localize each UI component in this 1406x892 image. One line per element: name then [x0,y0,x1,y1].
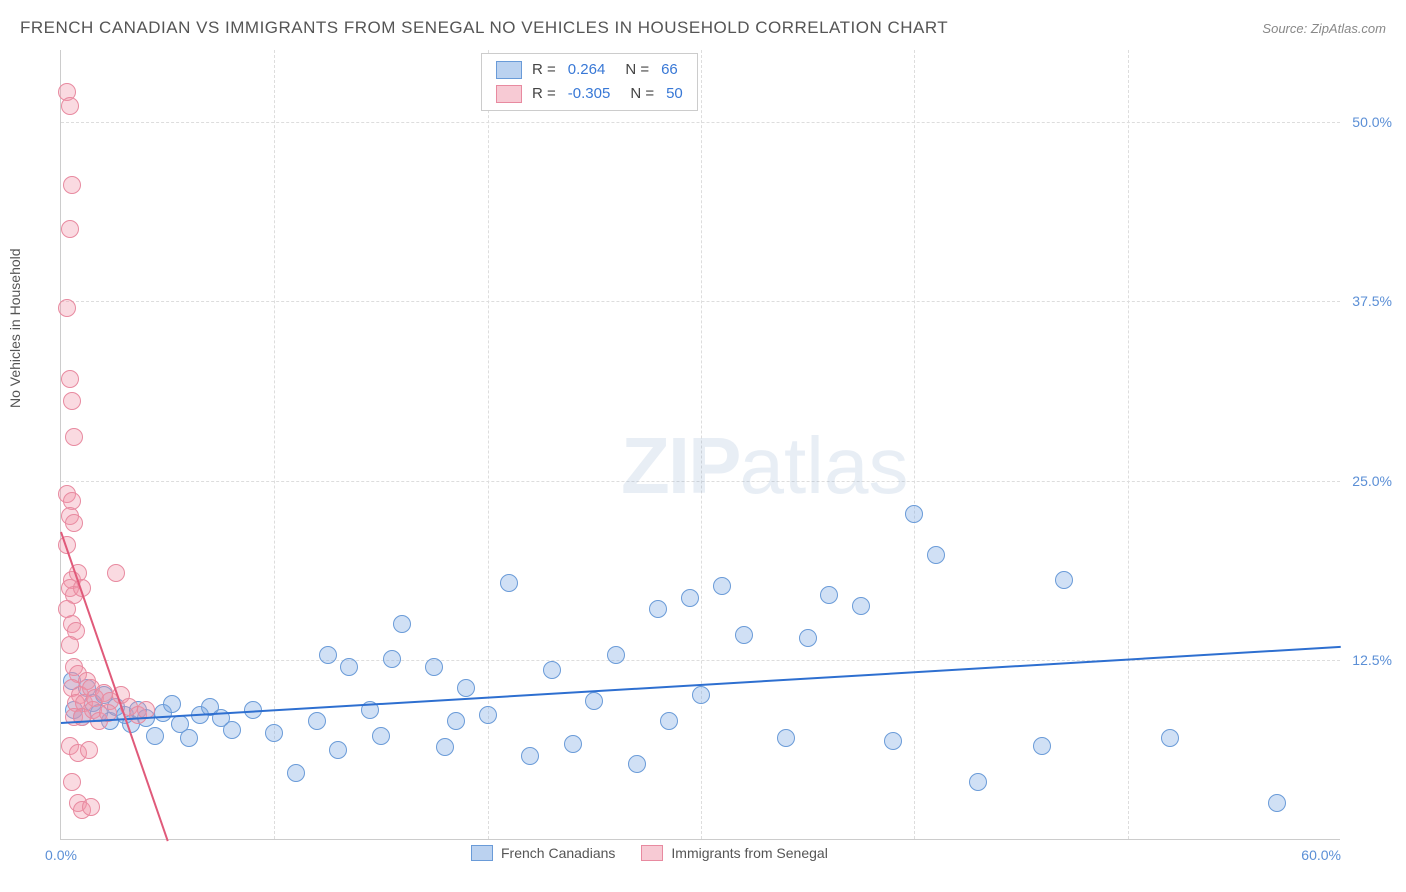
gridline-v [1128,50,1129,839]
data-point [660,712,678,730]
data-point [80,741,98,759]
data-point [969,773,987,791]
data-point [1033,737,1051,755]
data-point [564,735,582,753]
data-point [372,727,390,745]
data-point [329,741,347,759]
data-point [63,773,81,791]
swatch-blue [471,845,493,861]
chart-title: FRENCH CANADIAN VS IMMIGRANTS FROM SENEG… [20,18,948,38]
y-tick-label: 50.0% [1352,114,1392,130]
correlation-legend: R = 0.264 N = 66 R = -0.305 N = 50 [481,53,698,111]
source-value: ZipAtlas.com [1311,21,1386,36]
data-point [852,597,870,615]
data-point [63,392,81,410]
data-point [521,747,539,765]
data-point [287,764,305,782]
data-point [340,658,358,676]
data-point [543,661,561,679]
n-value-pink: 50 [666,82,683,106]
gridline-v [274,50,275,839]
correlation-row-pink: R = -0.305 N = 50 [496,82,683,106]
gridline-v [914,50,915,839]
legend-item-blue: French Canadians [471,845,615,861]
x-tick-label: 60.0% [1301,847,1341,863]
n-value-blue: 66 [661,58,678,82]
data-point [884,732,902,750]
watermark-zip: ZIP [621,421,739,510]
data-point [457,679,475,697]
data-point [735,626,753,644]
x-tick-label: 0.0% [45,847,77,863]
data-point [223,721,241,739]
r-value-pink: -0.305 [568,82,611,106]
correlation-row-blue: R = 0.264 N = 66 [496,58,683,82]
data-point [820,586,838,604]
data-point [681,589,699,607]
data-point [107,564,125,582]
r-value-blue: 0.264 [568,58,606,82]
y-tick-label: 37.5% [1352,293,1392,309]
swatch-pink [641,845,663,861]
data-point [61,97,79,115]
data-point [265,724,283,742]
data-point [383,650,401,668]
data-point [447,712,465,730]
data-point [146,727,164,745]
y-tick-label: 25.0% [1352,473,1392,489]
data-point [63,176,81,194]
data-point [649,600,667,618]
data-point [585,692,603,710]
plot-area: R = 0.264 N = 66 R = -0.305 N = 50 ZIPat… [60,50,1340,840]
data-point [905,505,923,523]
title-bar: FRENCH CANADIAN VS IMMIGRANTS FROM SENEG… [20,18,1386,38]
data-point [61,636,79,654]
y-tick-label: 12.5% [1352,652,1392,668]
data-point [308,712,326,730]
watermark-atlas: atlas [739,421,908,510]
data-point [65,428,83,446]
data-point [1055,571,1073,589]
n-label: N = [630,82,654,106]
data-point [500,574,518,592]
data-point [58,299,76,317]
data-point [61,220,79,238]
n-label: N = [625,58,649,82]
data-point [65,514,83,532]
series-legend: French Canadians Immigrants from Senegal [471,845,828,861]
source-credit: Source: ZipAtlas.com [1262,21,1386,36]
legend-label-pink: Immigrants from Senegal [671,845,827,861]
data-point [927,546,945,564]
swatch-pink [496,85,522,103]
gridline-v [701,50,702,839]
watermark: ZIPatlas [621,420,908,512]
data-point [713,577,731,595]
data-point [393,615,411,633]
data-point [163,695,181,713]
data-point [425,658,443,676]
data-point [628,755,646,773]
legend-item-pink: Immigrants from Senegal [641,845,827,861]
r-label: R = [532,58,556,82]
data-point [607,646,625,664]
swatch-blue [496,61,522,79]
data-point [1268,794,1286,812]
legend-label-blue: French Canadians [501,845,615,861]
data-point [180,729,198,747]
data-point [319,646,337,664]
data-point [799,629,817,647]
data-point [479,706,497,724]
data-point [82,798,100,816]
data-point [692,686,710,704]
data-point [1161,729,1179,747]
source-label: Source: [1262,21,1307,36]
r-label: R = [532,82,556,106]
y-axis-label: No Vehicles in Household [7,248,23,408]
data-point [61,370,79,388]
data-point [777,729,795,747]
data-point [436,738,454,756]
